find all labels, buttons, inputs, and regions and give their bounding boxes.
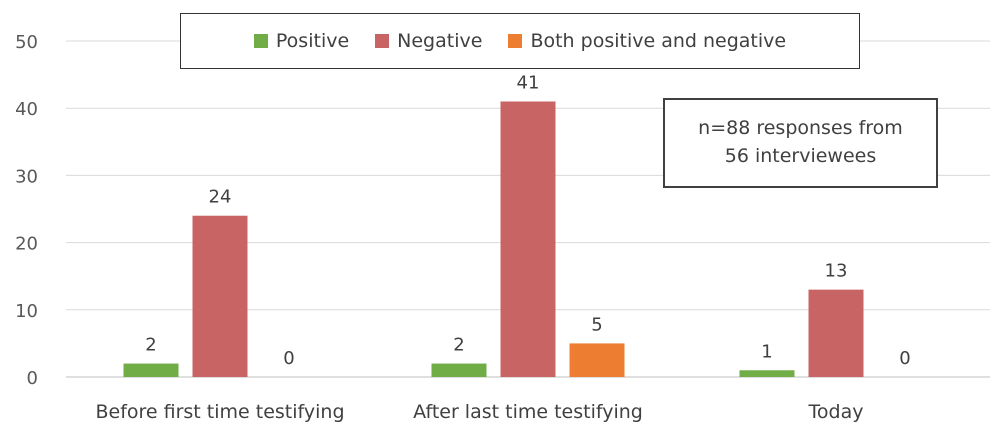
legend-swatch-both bbox=[508, 34, 523, 48]
bar bbox=[808, 289, 864, 377]
legend-swatch-positive bbox=[253, 34, 268, 48]
data-label: 0 bbox=[899, 348, 910, 369]
data-label: 0 bbox=[283, 348, 294, 369]
data-label: 2 bbox=[145, 335, 156, 356]
x-category-label: After last time testifying bbox=[413, 401, 643, 423]
legend-item-positive: Positive bbox=[253, 30, 350, 52]
data-label: 41 bbox=[517, 72, 540, 93]
bar bbox=[569, 343, 625, 377]
y-tick-label: 0 bbox=[27, 368, 38, 389]
annotation-line-1: n=88 responses from bbox=[698, 117, 903, 140]
y-tick-label: 30 bbox=[15, 166, 38, 187]
legend-label-positive: Positive bbox=[275, 30, 350, 52]
data-label: 5 bbox=[591, 314, 602, 335]
bar bbox=[500, 101, 556, 377]
legend-label-both: Both positive and negative bbox=[530, 30, 787, 52]
data-label: 1 bbox=[761, 341, 772, 362]
legend: Positive Negative Both positive and nega… bbox=[180, 13, 860, 69]
bar bbox=[431, 363, 487, 377]
annotation-box: n=88 responses from 56 interviewees bbox=[663, 98, 938, 188]
x-category-label: Today bbox=[808, 401, 864, 423]
bar bbox=[123, 363, 179, 377]
annotation-line-2: 56 interviewees bbox=[724, 145, 877, 167]
bar bbox=[192, 215, 248, 377]
legend-label-negative: Negative bbox=[397, 30, 483, 52]
y-tick-label: 10 bbox=[15, 301, 38, 322]
legend-item-negative: Negative bbox=[375, 30, 482, 52]
y-tick-label: 40 bbox=[15, 99, 38, 120]
y-tick-label: 20 bbox=[15, 234, 38, 255]
x-category-label: Before first time testifying bbox=[95, 401, 344, 423]
y-tick-label: 50 bbox=[15, 32, 38, 53]
data-label: 13 bbox=[825, 261, 848, 282]
legend-item-both: Both positive and negative bbox=[508, 30, 786, 52]
data-label: 2 bbox=[453, 335, 464, 356]
legend-swatch-negative bbox=[375, 34, 390, 48]
data-label: 24 bbox=[209, 187, 232, 208]
bar bbox=[739, 370, 795, 377]
